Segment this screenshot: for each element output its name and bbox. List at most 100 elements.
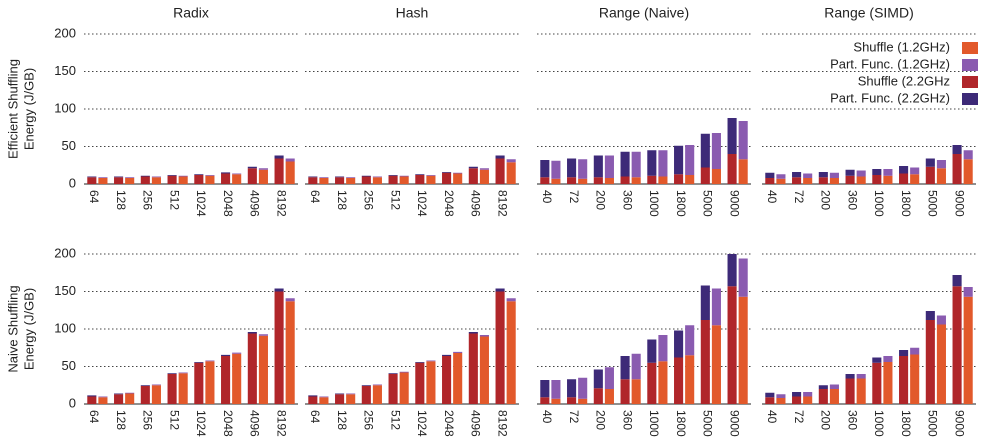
bar-segment <box>361 175 371 177</box>
bar-segment <box>883 175 893 184</box>
bar-segment <box>308 176 318 178</box>
x-tick-label: 64 <box>87 190 101 204</box>
bar-segment <box>936 160 946 169</box>
bar-segment <box>415 362 425 404</box>
bar-segment <box>776 394 786 398</box>
bar-segment <box>856 176 866 184</box>
panel-title: Hash <box>396 5 429 21</box>
bar-segment <box>247 332 257 334</box>
bar-segment <box>910 347 920 355</box>
bar-segment <box>506 159 516 163</box>
bar-segment <box>178 175 188 177</box>
bar-segment <box>593 155 603 178</box>
x-tick-label: 128 <box>335 190 349 210</box>
x-tick-label: 40 <box>540 190 554 204</box>
bar-segment <box>593 177 603 184</box>
x-tick-label: 2048 <box>221 410 235 437</box>
bar-segment <box>647 362 657 404</box>
x-tick-label: 1800 <box>899 410 913 437</box>
bar-segment <box>151 385 161 404</box>
bar-segment <box>620 356 630 380</box>
bar-segment <box>829 384 839 389</box>
bar-segment <box>738 296 748 404</box>
bar-segment <box>856 170 866 177</box>
bar-segment <box>125 393 135 404</box>
x-tick-label: 200 <box>594 410 608 430</box>
panel-title: Radix <box>173 5 209 21</box>
bar-segment <box>631 379 641 404</box>
bar-segment <box>700 285 710 320</box>
bar-segment <box>442 356 452 404</box>
bar-segment <box>593 388 603 404</box>
bar-segment <box>399 371 409 373</box>
bar-segment <box>274 291 284 404</box>
bar-segment <box>727 118 737 154</box>
bar-segment <box>274 155 284 159</box>
bar-segment <box>151 176 161 178</box>
panel-title: Range (SIMD) <box>824 5 913 21</box>
bar-segment <box>308 395 318 397</box>
bar-segment <box>631 151 641 178</box>
bar-segment <box>658 150 668 177</box>
bar-segment <box>647 339 657 363</box>
bar-segment <box>792 392 802 397</box>
bar-segment <box>194 175 204 184</box>
bar-segment <box>845 378 855 404</box>
bar-segment <box>87 395 97 397</box>
x-tick-label: 512 <box>167 410 181 430</box>
bar-segment <box>674 357 684 404</box>
bar-segment <box>700 133 710 168</box>
bar-segment <box>232 174 242 184</box>
bar-segment <box>506 162 516 184</box>
bar-segment <box>114 393 124 395</box>
bar-segment <box>87 176 97 178</box>
bar-segment <box>540 160 550 178</box>
x-tick-label: 2048 <box>442 410 456 437</box>
bar-segment <box>792 177 802 184</box>
panel-title: Range (Naive) <box>599 5 689 21</box>
x-tick-label: 72 <box>792 410 806 424</box>
bar-segment <box>258 335 268 404</box>
bar-segment <box>151 177 161 184</box>
bar-segment <box>319 177 329 178</box>
bar-segment <box>361 386 371 404</box>
bar-segment <box>551 380 561 399</box>
bar-segment <box>803 178 813 184</box>
x-tick-label: 8192 <box>495 190 509 217</box>
bar-segment <box>620 176 630 184</box>
bar-segment <box>178 372 188 374</box>
bar-segment <box>335 393 345 395</box>
x-tick-label: 200 <box>594 190 608 210</box>
bar-segment <box>845 169 855 176</box>
bar-segment <box>479 336 489 404</box>
bar-segment <box>872 175 882 184</box>
x-tick-label: 9000 <box>952 190 966 217</box>
y-tick-label: 50 <box>62 358 76 373</box>
bar-segment <box>856 374 866 379</box>
bar-segment <box>685 145 695 175</box>
bar-segment <box>468 168 478 184</box>
legend-swatch <box>962 59 978 71</box>
bar-segment <box>361 385 371 386</box>
bar-segment <box>818 385 828 389</box>
bar-segment <box>479 335 489 337</box>
bar-segment <box>674 174 684 184</box>
bar-segment <box>98 177 108 178</box>
bar-segment <box>776 398 786 404</box>
x-tick-label: 8192 <box>495 410 509 437</box>
bar-segment <box>658 335 668 362</box>
bar-segment <box>925 311 935 320</box>
bar-segment <box>232 353 242 404</box>
bar-segment <box>727 254 737 287</box>
bar-segment <box>319 178 329 184</box>
bar-segment <box>925 158 935 167</box>
bar-segment <box>803 392 813 397</box>
bar-segment <box>792 172 802 178</box>
bar-segment <box>925 166 935 184</box>
legend-label: Shuffle (2.2GHz <box>858 73 950 88</box>
x-tick-label: 4096 <box>248 410 262 437</box>
x-tick-label: 4096 <box>248 190 262 217</box>
x-tick-label: 72 <box>792 190 806 204</box>
bar-segment <box>372 176 382 178</box>
x-tick-label: 200 <box>819 190 833 210</box>
